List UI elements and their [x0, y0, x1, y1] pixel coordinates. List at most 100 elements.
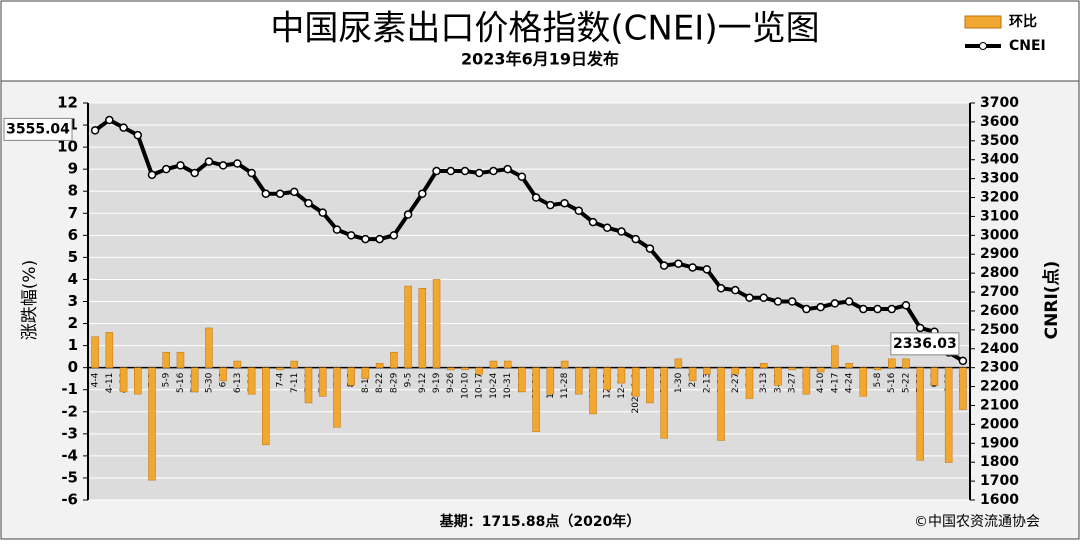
y2-tick-label: 2500 — [980, 322, 1019, 338]
bar — [461, 367, 469, 371]
bar — [518, 367, 526, 393]
y-tick-label: 12 — [57, 94, 78, 112]
marker — [802, 304, 811, 314]
x-tick-label: 10-31 — [503, 373, 513, 399]
bar — [418, 288, 427, 368]
subtitle: 2023年6月19日发布 — [461, 50, 619, 69]
bar — [347, 367, 355, 386]
y-tick-label: 9 — [68, 160, 78, 178]
y-tick-label: 3 — [68, 292, 78, 310]
marker — [716, 284, 726, 293]
bar — [603, 367, 611, 390]
bar — [560, 360, 569, 368]
x-tick-label: 7-11 — [290, 373, 300, 393]
marker — [190, 168, 199, 178]
marker — [361, 234, 370, 244]
marker — [745, 293, 754, 302]
legend-label: CNEI — [1009, 38, 1046, 54]
marker — [204, 157, 214, 166]
marker — [517, 172, 527, 181]
bar — [546, 367, 555, 395]
y2-tick-label: 3100 — [980, 208, 1019, 224]
bar — [703, 367, 711, 375]
bar — [176, 351, 185, 368]
x-tick-label: 10-17 — [475, 373, 485, 399]
marker — [901, 301, 911, 310]
y-tick-label: 5 — [68, 248, 78, 266]
x-tick-label: 4-11 — [105, 373, 115, 393]
bar — [390, 351, 398, 368]
bar — [333, 367, 341, 428]
x-tick-label: 9-19 — [432, 372, 442, 393]
x-tick-label: 4-10 — [816, 372, 826, 393]
bar — [532, 367, 540, 432]
marker — [418, 189, 427, 198]
marker — [332, 225, 342, 234]
bar — [717, 367, 725, 441]
legend-marker — [979, 42, 987, 50]
marker — [617, 227, 626, 236]
x-tick-label: 6-13 — [233, 373, 243, 393]
y2-tick-label: 2400 — [980, 341, 1019, 357]
footer-right: ©中国农资流通协会 — [914, 514, 1040, 530]
bar — [475, 367, 483, 375]
y2-tick-label: 2700 — [980, 284, 1019, 300]
marker — [290, 187, 299, 197]
x-tick-label: 5-22 — [901, 373, 911, 393]
y-tick-label: -5 — [61, 468, 78, 486]
y-tick-label: 6 — [68, 226, 78, 244]
y-tick-label: 1 — [68, 336, 78, 354]
bar — [489, 360, 498, 368]
bar — [262, 367, 270, 446]
marker — [161, 164, 171, 174]
y-tick-label: 2 — [68, 314, 78, 332]
bar — [432, 279, 441, 368]
bar — [219, 367, 227, 382]
marker — [503, 164, 512, 174]
marker — [731, 285, 740, 295]
bar — [674, 358, 683, 368]
bar — [660, 367, 668, 439]
bar — [745, 367, 754, 399]
bar — [575, 367, 583, 395]
bar — [447, 367, 455, 371]
bar — [774, 367, 782, 386]
bar — [631, 367, 640, 397]
marker — [531, 193, 541, 202]
marker — [147, 170, 157, 180]
bar — [916, 367, 924, 461]
bar — [617, 367, 626, 384]
value-label-box — [890, 332, 960, 356]
bar — [304, 367, 313, 404]
bar — [375, 363, 384, 368]
y-tick-label: 0 — [68, 358, 78, 376]
bar — [802, 367, 811, 395]
marker — [659, 261, 669, 270]
bar — [959, 367, 967, 410]
marker — [816, 302, 825, 312]
x-tick-label: 9-5 — [404, 373, 414, 388]
y2-tick-label: 2200 — [980, 379, 1019, 395]
y2-tick-label: 3200 — [980, 190, 1019, 206]
x-tick-label: 9-12 — [418, 373, 428, 393]
marker — [218, 161, 228, 170]
marker — [859, 304, 868, 314]
header — [0, 0, 1080, 82]
bar — [788, 367, 796, 371]
y2-label: CNRI(点) — [1041, 261, 1062, 340]
y2-tick-label: 1900 — [980, 435, 1019, 451]
bar — [134, 367, 142, 395]
bar — [944, 367, 953, 463]
footer-left: 基期：1715.88点（2020年） — [440, 513, 641, 530]
legend-label: 环比 — [1009, 13, 1037, 30]
marker — [261, 189, 271, 198]
marker — [830, 299, 840, 308]
y2-tick-label: 2600 — [980, 303, 1019, 319]
x-tick-label: 4-4 — [91, 372, 101, 387]
y-tick-label: 10 — [57, 138, 78, 156]
marker — [375, 234, 384, 244]
marker — [602, 223, 612, 233]
bar — [276, 367, 284, 371]
marker — [574, 206, 584, 216]
bar — [503, 360, 512, 368]
